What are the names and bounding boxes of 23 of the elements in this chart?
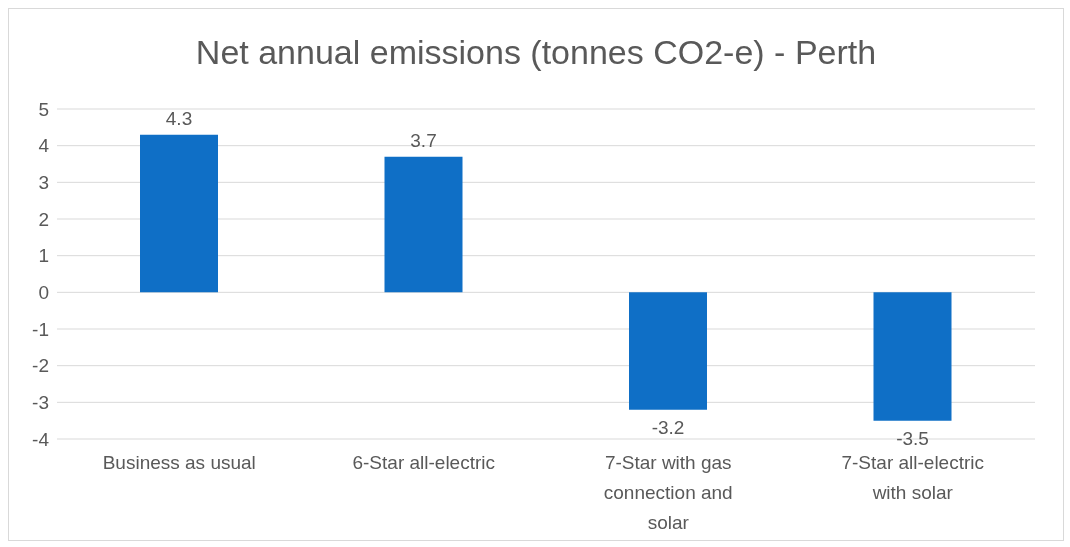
bar [873, 292, 952, 421]
y-tick-label: -3 [32, 392, 49, 414]
bar [629, 292, 707, 410]
data-label: 3.7 [410, 129, 437, 151]
chart-title: Net annual emissions (tonnes CO2-e) - Perth [194, 33, 878, 72]
x-tick-label: 7-Star with gas connection and solar [603, 452, 733, 533]
data-label: -3.5 [896, 427, 929, 449]
x-tick-label: 7-Star all-electric with solar [841, 452, 985, 503]
y-tick-label: -4 [32, 428, 50, 450]
y-tick-label: -2 [32, 355, 49, 377]
x-tick-label: Business as usual [102, 452, 256, 473]
bar [140, 134, 218, 293]
data-label: 4.3 [165, 107, 193, 129]
y-tick-label: 0 [38, 282, 49, 304]
y-tick-label: -1 [32, 318, 49, 340]
x-tick-label: 6-Star all-electric [352, 452, 496, 473]
data-label: -3.2 [651, 416, 685, 438]
y-tick-label: 1 [38, 245, 49, 267]
y-tick-label: 3 [38, 172, 49, 194]
y-tick-label: 4 [38, 135, 50, 157]
y-tick-label: 5 [38, 98, 49, 120]
bar [384, 156, 463, 293]
y-tick-label: 2 [38, 208, 49, 230]
